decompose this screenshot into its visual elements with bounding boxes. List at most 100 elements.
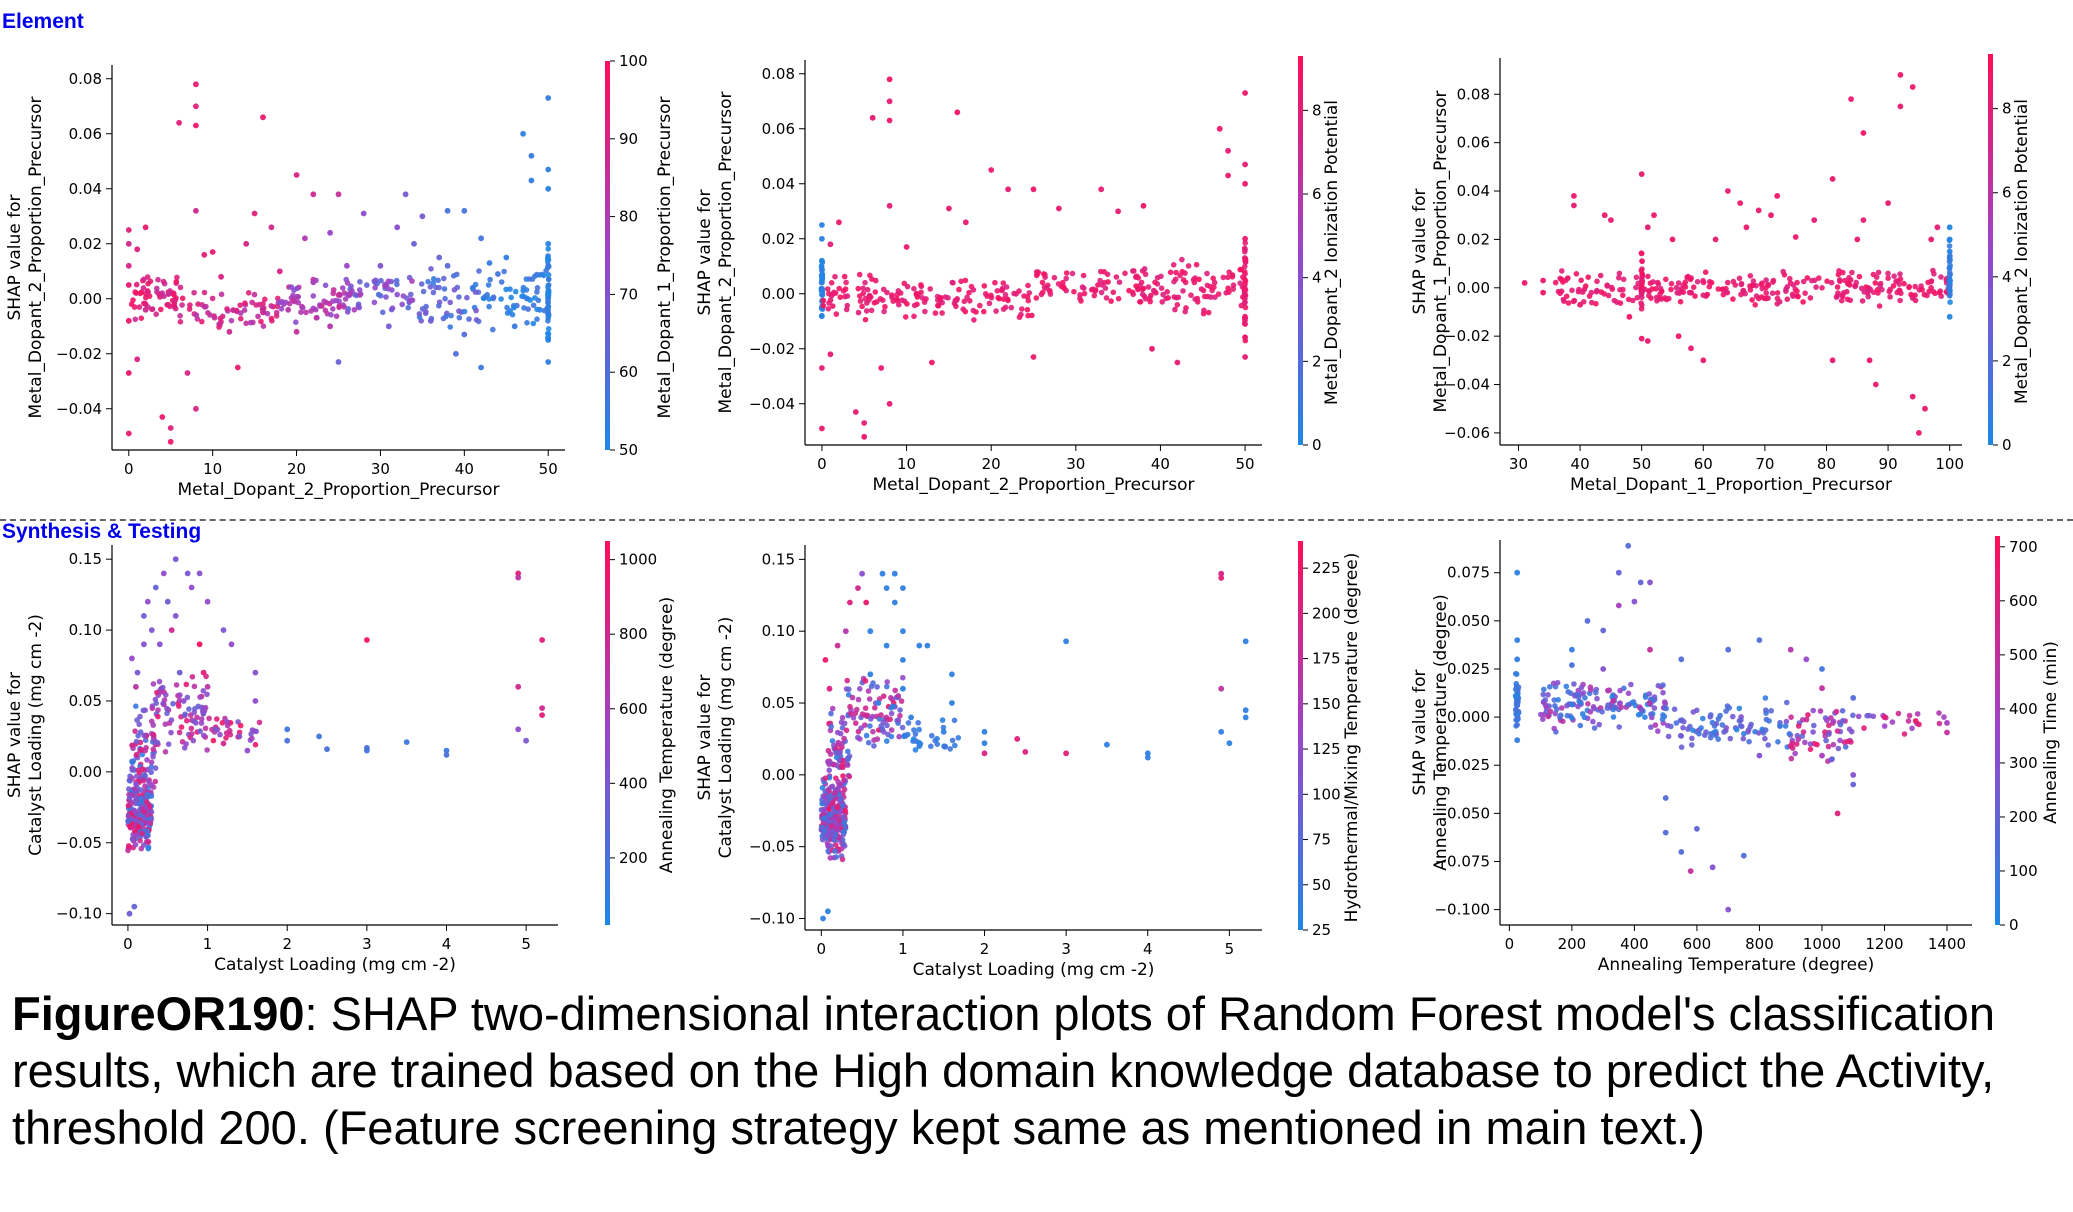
data-point xyxy=(202,725,209,732)
data-point xyxy=(1569,662,1575,668)
data-point xyxy=(1242,255,1249,262)
data-point xyxy=(1660,689,1666,696)
data-point xyxy=(443,313,449,320)
data-point xyxy=(140,777,147,784)
data-point xyxy=(1775,739,1781,745)
data-point xyxy=(1807,746,1814,753)
data-point xyxy=(411,240,417,247)
data-point xyxy=(1784,296,1791,303)
data-point xyxy=(364,282,370,288)
data-point xyxy=(268,315,275,322)
data-point xyxy=(195,703,201,710)
data-point xyxy=(1759,280,1765,287)
data-point xyxy=(125,317,132,324)
data-point xyxy=(1745,729,1751,735)
figure-caption: FigureOR190: SHAP two-dimensional intera… xyxy=(12,985,2062,1156)
data-point xyxy=(1678,744,1685,750)
data-point xyxy=(1177,272,1183,279)
data-point xyxy=(883,642,890,649)
x-axis-label: Metal_Dopant_2_Proportion_Precursor xyxy=(873,475,1195,495)
data-point xyxy=(882,303,888,310)
data-point xyxy=(1610,714,1617,720)
data-point xyxy=(1896,281,1903,287)
data-point xyxy=(824,832,831,838)
data-point xyxy=(1616,270,1623,277)
data-point xyxy=(832,848,838,854)
data-point xyxy=(186,306,193,312)
data-point xyxy=(1803,656,1810,663)
colorbar-tick-label: 90 xyxy=(619,130,638,148)
data-point xyxy=(145,845,152,852)
data-point xyxy=(1912,718,1919,724)
data-point xyxy=(199,318,205,325)
data-point xyxy=(1514,722,1520,728)
data-point xyxy=(508,294,514,301)
data-point xyxy=(1740,735,1747,742)
data-point xyxy=(1585,701,1591,707)
data-point xyxy=(1762,735,1768,742)
colorbar-tick-label: 200 xyxy=(1312,604,1341,622)
data-point xyxy=(1110,289,1117,296)
data-point xyxy=(242,300,248,306)
data-point xyxy=(862,705,869,711)
data-point xyxy=(1579,711,1586,717)
data-point xyxy=(1571,202,1577,209)
data-point xyxy=(1690,709,1697,715)
data-point xyxy=(1817,708,1824,714)
data-point xyxy=(1663,276,1669,283)
data-point xyxy=(520,130,526,137)
data-point xyxy=(191,683,198,690)
data-point xyxy=(1682,279,1689,286)
data-point xyxy=(154,285,160,292)
data-point xyxy=(828,723,834,730)
data-point xyxy=(148,627,155,633)
data-point xyxy=(1887,294,1893,300)
y-axis-label-line: SHAP value for xyxy=(5,672,25,798)
data-point xyxy=(148,759,155,766)
data-point xyxy=(303,309,309,316)
data-point xyxy=(1690,284,1697,291)
data-point xyxy=(1709,864,1716,871)
data-point xyxy=(1837,737,1843,744)
data-point xyxy=(878,712,884,718)
colorbar-tick-label: 0 xyxy=(2002,436,2012,454)
data-point xyxy=(1237,280,1243,287)
data-point xyxy=(1909,295,1916,302)
data-point xyxy=(129,836,136,842)
data-point xyxy=(1723,289,1730,295)
data-point xyxy=(889,292,895,298)
section-divider xyxy=(0,519,2073,521)
data-point xyxy=(981,728,988,735)
data-point xyxy=(143,834,149,840)
data-point xyxy=(1680,725,1686,731)
data-point xyxy=(1750,278,1757,284)
data-point xyxy=(1846,274,1852,281)
data-point xyxy=(1024,306,1031,313)
data-point xyxy=(973,309,979,315)
data-point xyxy=(1569,287,1575,294)
data-point xyxy=(126,843,132,849)
colorbar-tick-label: 25 xyxy=(1312,921,1331,939)
data-point xyxy=(260,300,266,307)
data-point xyxy=(142,707,148,713)
data-point xyxy=(1030,186,1037,193)
y-axis-label-line: SHAP value for xyxy=(695,674,715,800)
data-point xyxy=(1839,292,1846,299)
data-point xyxy=(919,295,926,301)
data-point xyxy=(1807,741,1814,747)
data-point xyxy=(1158,273,1164,280)
data-point xyxy=(895,693,902,699)
data-point xyxy=(1560,279,1566,285)
data-point xyxy=(385,278,392,285)
data-point xyxy=(1901,731,1908,737)
data-point xyxy=(1095,282,1101,288)
x-tick-label: 20 xyxy=(287,460,306,478)
data-point xyxy=(530,302,537,309)
data-point xyxy=(1577,722,1584,729)
data-point xyxy=(1633,284,1639,291)
data-point xyxy=(1675,333,1682,340)
data-point xyxy=(1097,277,1103,284)
data-point xyxy=(901,733,907,740)
data-point xyxy=(1885,270,1891,277)
data-point xyxy=(834,642,841,649)
